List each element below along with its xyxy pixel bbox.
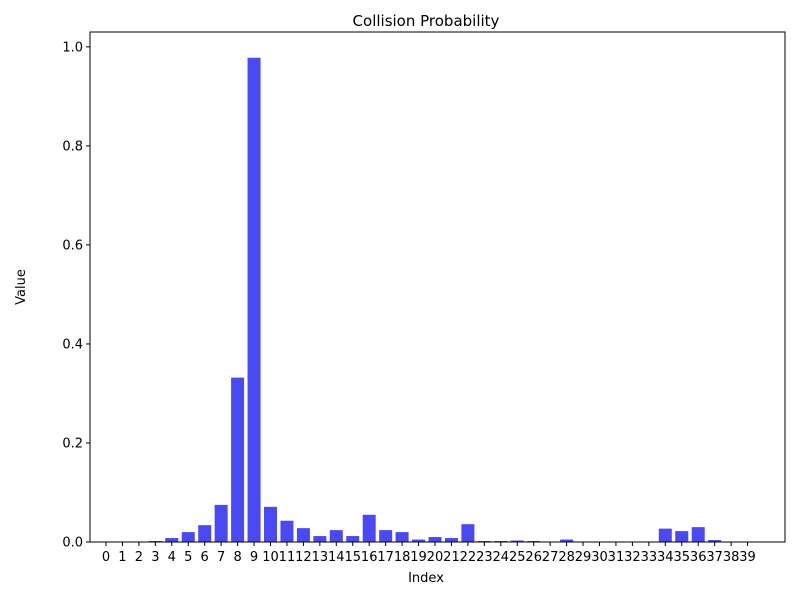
x-ticks-group: 0 1 2 3 4 5 6 7 8 9 10 11 12 13 14 15 16 17 18 19 20 21 22 23 24… — [102, 542, 756, 565]
y-tick-label: 0.4 — [62, 337, 83, 352]
x-tick-label: 28 — [558, 550, 575, 565]
x-tick-label: 35 — [673, 550, 690, 565]
x-tick-label: 30 — [591, 550, 608, 565]
y-tick-label: 0.2 — [62, 436, 83, 451]
bar-37 — [708, 540, 722, 542]
bar-22 — [461, 524, 475, 542]
x-tick-label: 21 — [443, 550, 460, 565]
x-tick-label: 36 — [690, 550, 707, 565]
bar-10 — [264, 506, 277, 542]
x-tick-label: 10 — [262, 550, 279, 565]
x-tick-label: 3 — [151, 550, 159, 565]
bar-19 — [412, 539, 426, 542]
bar-20 — [428, 537, 442, 542]
bar-5 — [181, 532, 195, 542]
x-tick-label: 13 — [312, 550, 329, 565]
x-tick-label: 19 — [410, 550, 427, 565]
x-tick-label: 11 — [279, 550, 296, 565]
x-tick-label: 8 — [233, 550, 241, 565]
x-tick-label: 1 — [118, 550, 126, 565]
x-tick-label: 33 — [641, 550, 658, 565]
x-tick-label: 26 — [525, 550, 542, 565]
bar-7 — [214, 504, 228, 542]
bar-18 — [395, 532, 409, 542]
x-tick-label: 38 — [723, 550, 740, 565]
bar-28 — [560, 539, 574, 542]
x-tick-label: 4 — [168, 550, 176, 565]
y-axis-label: Value — [14, 269, 29, 305]
y-tick-label: 0.0 — [62, 536, 83, 551]
x-tick-label: 12 — [295, 550, 312, 565]
bar-11 — [280, 520, 294, 542]
y-tick-label: 0.8 — [62, 139, 83, 154]
x-tick-label: 18 — [394, 550, 411, 565]
bar-14 — [329, 530, 343, 542]
x-tick-label: 34 — [657, 550, 674, 565]
bar-8 — [231, 377, 245, 542]
bar-12 — [296, 528, 310, 542]
x-tick-label: 27 — [542, 550, 559, 565]
x-tick-label: 20 — [427, 550, 444, 565]
x-tick-label: 22 — [460, 550, 477, 565]
x-tick-label: 0 — [102, 550, 110, 565]
x-tick-label: 24 — [493, 550, 510, 565]
x-tick-label: 32 — [624, 550, 641, 565]
bar-4 — [165, 538, 179, 542]
x-tick-label: 2 — [135, 550, 143, 565]
x-tick-label: 25 — [509, 550, 526, 565]
x-tick-label: 31 — [608, 550, 625, 565]
x-tick-label: 16 — [361, 550, 378, 565]
bars-group — [148, 57, 722, 542]
y-ticks-group: 0.0 0.2 0.4 0.6 0.8 1.0 — [62, 40, 90, 551]
bar-17 — [379, 530, 393, 542]
y-tick-label: 0.6 — [62, 238, 83, 253]
bar-34 — [658, 528, 672, 542]
bar-35 — [675, 531, 689, 542]
y-tick-label: 1.0 — [62, 40, 83, 55]
bar-9 — [247, 57, 261, 542]
plot-frame — [89, 31, 786, 543]
x-tick-label: 15 — [344, 550, 361, 565]
x-tick-label: 23 — [476, 550, 493, 565]
bar-36 — [691, 527, 705, 542]
x-tick-label: 9 — [250, 550, 258, 565]
x-tick-label: 37 — [706, 550, 723, 565]
x-tick-label: 29 — [575, 550, 592, 565]
bar-6 — [198, 525, 212, 542]
x-tick-label: 14 — [328, 550, 345, 565]
bar-25 — [510, 540, 524, 542]
x-tick-label: 5 — [184, 550, 192, 565]
chart-title: Collision Probability — [353, 12, 500, 30]
bar-16 — [362, 514, 376, 542]
x-tick-label: 7 — [217, 550, 225, 565]
bar-21 — [444, 538, 458, 542]
bar-13 — [313, 536, 327, 542]
x-axis-label: Index — [408, 571, 444, 586]
bar-15 — [346, 536, 360, 542]
x-tick-label: 17 — [377, 550, 394, 565]
x-tick-label: 6 — [201, 550, 209, 565]
x-tick-label: 39 — [739, 550, 756, 565]
